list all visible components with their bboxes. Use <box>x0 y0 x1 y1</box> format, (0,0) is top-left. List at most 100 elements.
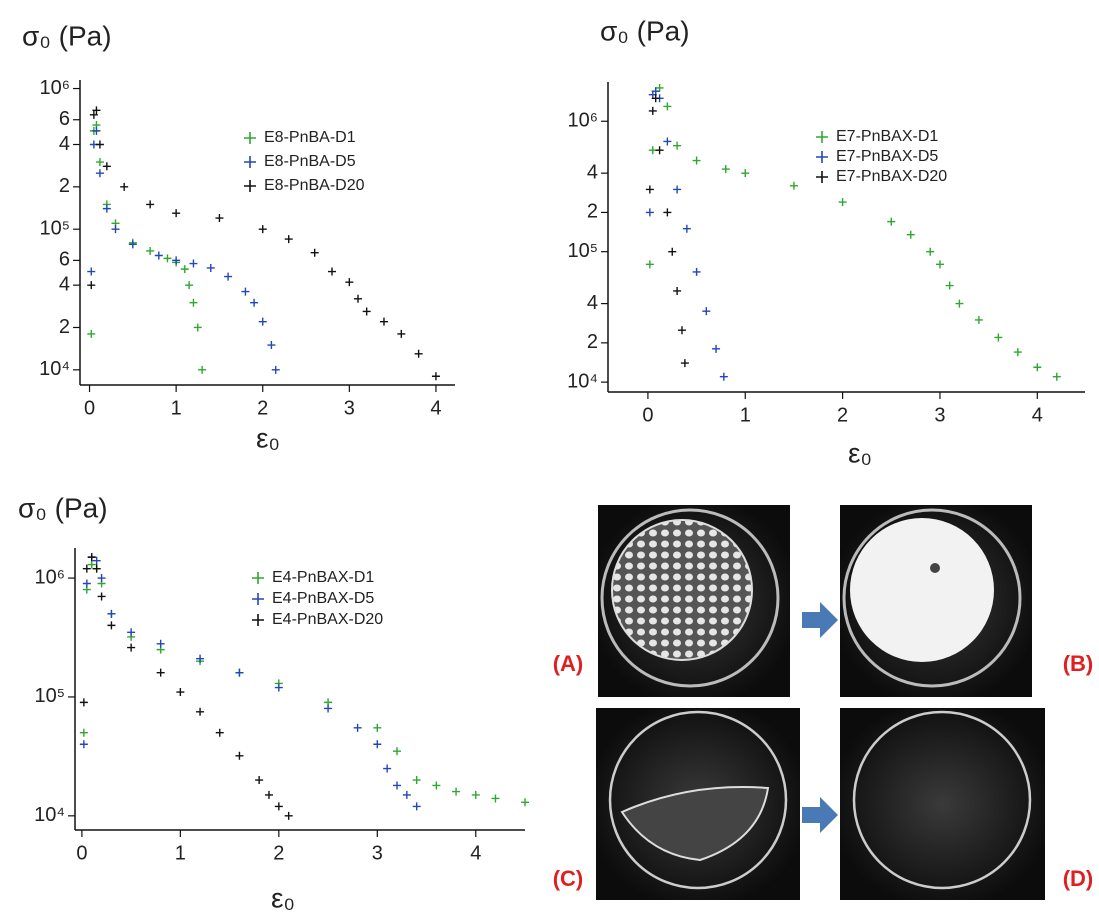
data-point <box>274 683 283 692</box>
x-tick-label: 4 <box>470 842 481 864</box>
panel-label: (D) <box>1063 866 1094 891</box>
data-point <box>196 654 205 663</box>
x-tick-label: 0 <box>84 397 95 419</box>
data-point <box>328 267 337 276</box>
data-point <box>271 365 280 374</box>
data-point <box>682 224 691 233</box>
data-point <box>92 126 101 135</box>
legend-label: E7-PnBAX-D5 <box>836 148 938 165</box>
data-point <box>127 628 136 637</box>
data-point <box>193 323 202 332</box>
data-point <box>955 299 964 308</box>
data-point <box>163 254 172 263</box>
data-point <box>673 141 682 150</box>
x-tick-label: 4 <box>1032 404 1043 426</box>
x-tick-label: 3 <box>344 397 355 419</box>
data-point <box>79 740 88 749</box>
data-point <box>258 317 267 326</box>
data-point <box>648 106 657 115</box>
data-point <box>1033 363 1042 372</box>
y-tick-label: 2 <box>587 201 598 223</box>
legend-label: E4-PnBAX-D1 <box>272 569 374 586</box>
y-tick-label: 2 <box>59 316 70 338</box>
data-point <box>721 165 730 174</box>
photo-b <box>840 505 1032 697</box>
data-point <box>432 781 441 790</box>
data-point <box>79 728 88 737</box>
panel-label: (A) <box>553 651 584 676</box>
data-point <box>235 751 244 760</box>
data-point <box>838 198 847 207</box>
y-tick-label: 10⁶ <box>568 110 598 132</box>
y-tick-label: 6 <box>59 108 70 130</box>
data-point <box>107 609 116 618</box>
legend-marker <box>816 131 828 143</box>
x-axis-label: ε₀ <box>848 437 872 468</box>
data-point <box>673 185 682 194</box>
data-point <box>645 208 654 217</box>
data-point <box>156 639 165 648</box>
data-point <box>1052 372 1061 381</box>
y-tick-label: 10⁶ <box>35 566 65 588</box>
legend-marker <box>252 614 264 626</box>
data-point <box>111 225 120 234</box>
data-point <box>97 574 106 583</box>
x-tick-label: 3 <box>934 404 945 426</box>
data-point <box>92 106 101 115</box>
data-point <box>379 317 388 326</box>
data-point <box>431 372 440 381</box>
x-tick-label: 4 <box>430 397 441 419</box>
data-point <box>392 781 401 790</box>
legend-label: E7-PnBAX-D20 <box>836 168 947 185</box>
data-point <box>668 247 677 256</box>
data-point <box>189 298 198 307</box>
legend-marker <box>244 180 256 192</box>
y-tick-label: 10⁵ <box>39 217 70 239</box>
legend-label: E4-PnBAX-D5 <box>272 590 374 607</box>
y-tick-label: 2 <box>59 175 70 197</box>
arrow <box>802 602 838 638</box>
data-point <box>274 802 283 811</box>
data-point <box>154 251 163 260</box>
panel-label: (C) <box>553 866 584 891</box>
data-point <box>180 265 189 274</box>
legend-marker <box>816 171 828 183</box>
y-tick-label: 6 <box>59 249 70 271</box>
x-tick-label: 2 <box>837 404 848 426</box>
y-tick-label: 2 <box>587 331 598 353</box>
x-tick-label: 2 <box>257 397 268 419</box>
data-point <box>741 169 750 178</box>
data-point <box>107 621 116 630</box>
data-point <box>127 643 136 652</box>
data-point <box>491 794 500 803</box>
data-point <box>719 372 728 381</box>
data-point <box>945 281 954 290</box>
y-tick-label: 4 <box>59 273 70 295</box>
x-tick-label: 1 <box>175 842 186 864</box>
data-point <box>120 182 129 191</box>
legend-label: E7-PnBAX-D1 <box>836 128 938 145</box>
y-tick-label: 4 <box>587 161 598 183</box>
legend-marker <box>252 593 264 605</box>
data-point <box>1013 348 1022 357</box>
y-axis-label: σ₀ (Pa) <box>22 20 112 51</box>
data-point <box>673 286 682 295</box>
data-point <box>692 267 701 276</box>
data-point <box>284 811 293 820</box>
data-point <box>994 333 1003 342</box>
data-point <box>648 146 657 155</box>
data-point <box>172 209 181 218</box>
legend-marker <box>244 132 256 144</box>
data-point <box>176 688 185 697</box>
x-tick-label: 1 <box>740 404 751 426</box>
data-point <box>645 185 654 194</box>
x-tick-label: 0 <box>76 842 87 864</box>
data-point <box>906 230 915 239</box>
data-point <box>663 137 672 146</box>
data-point <box>353 723 362 732</box>
panel-label: (B) <box>1063 651 1094 676</box>
data-point <box>89 110 98 119</box>
y-tick-label: 4 <box>587 292 598 314</box>
